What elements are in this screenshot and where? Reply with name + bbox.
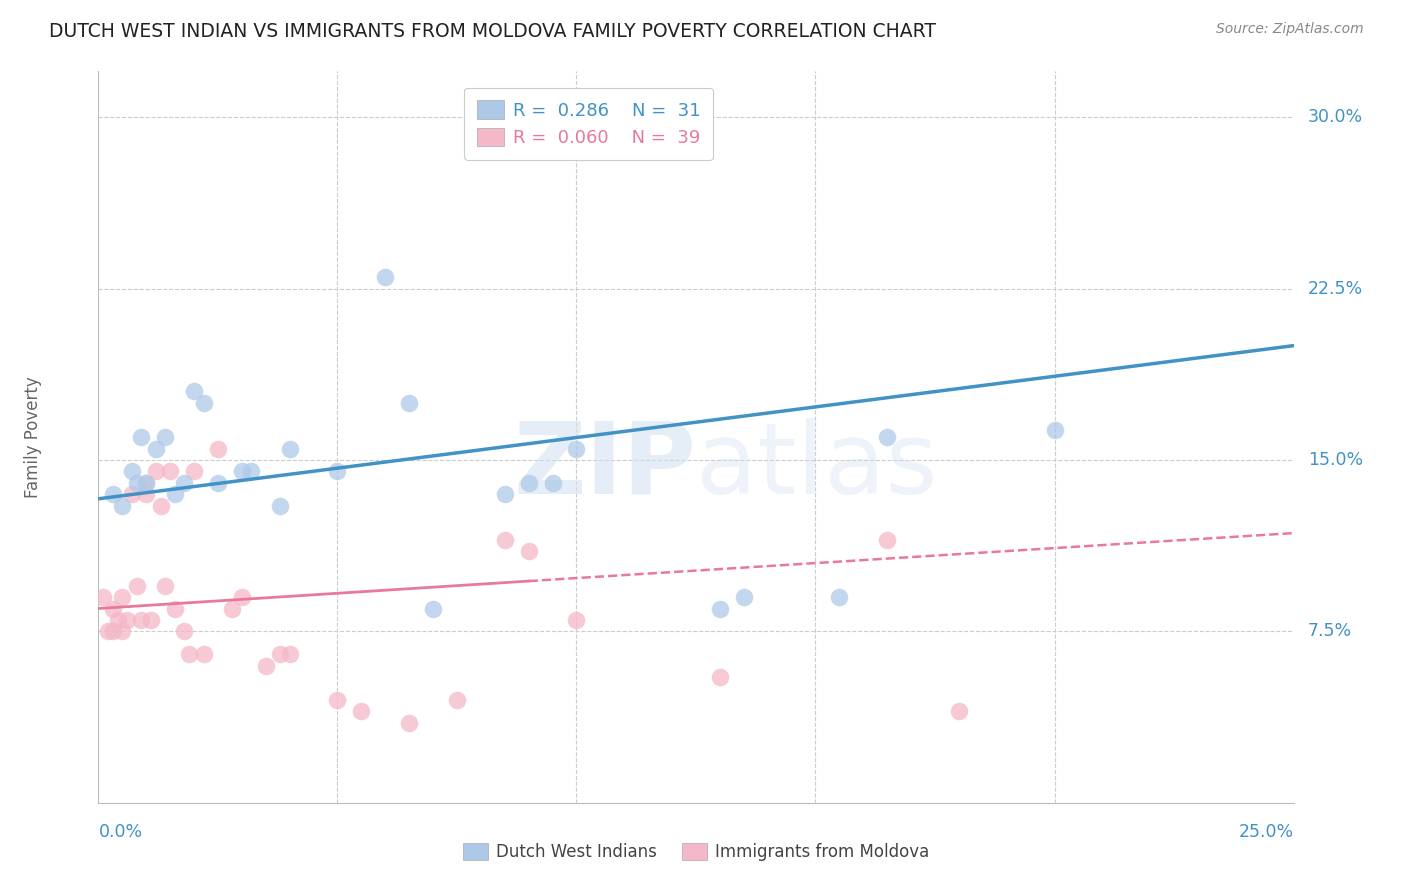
Point bbox=[121, 487, 143, 501]
Text: atlas: atlas bbox=[696, 417, 938, 515]
Point bbox=[111, 499, 134, 513]
Point bbox=[155, 579, 177, 593]
Point bbox=[565, 613, 588, 627]
Point bbox=[240, 464, 263, 478]
Point bbox=[121, 464, 143, 478]
Point bbox=[326, 693, 349, 707]
Legend: R =  0.286    N =  31, R =  0.060    N =  39: R = 0.286 N = 31, R = 0.060 N = 39 bbox=[464, 87, 713, 160]
Point bbox=[149, 499, 172, 513]
Point bbox=[1043, 423, 1066, 437]
Point bbox=[207, 442, 229, 456]
Point bbox=[398, 396, 420, 410]
Point bbox=[145, 442, 167, 456]
Point bbox=[125, 579, 148, 593]
Point bbox=[131, 613, 153, 627]
Point bbox=[517, 475, 540, 490]
Point bbox=[948, 705, 970, 719]
Point bbox=[107, 613, 129, 627]
Point bbox=[193, 396, 215, 410]
Point bbox=[173, 475, 195, 490]
Point bbox=[733, 590, 755, 604]
Point bbox=[179, 647, 201, 661]
Point bbox=[111, 590, 134, 604]
Point bbox=[709, 601, 731, 615]
Text: 0.0%: 0.0% bbox=[98, 823, 142, 841]
Point bbox=[278, 442, 301, 456]
Text: 30.0%: 30.0% bbox=[1308, 108, 1362, 126]
Point bbox=[101, 487, 124, 501]
Point bbox=[125, 475, 148, 490]
Point bbox=[163, 487, 186, 501]
Point bbox=[145, 464, 167, 478]
Point bbox=[269, 499, 291, 513]
Point bbox=[661, 121, 683, 136]
Text: 25.0%: 25.0% bbox=[1239, 823, 1294, 841]
Point bbox=[97, 624, 120, 639]
Point bbox=[101, 624, 124, 639]
Point bbox=[541, 475, 564, 490]
Point bbox=[278, 647, 301, 661]
Point bbox=[494, 487, 516, 501]
Point bbox=[231, 590, 253, 604]
Point bbox=[207, 475, 229, 490]
Text: Family Poverty: Family Poverty bbox=[24, 376, 42, 498]
Point bbox=[91, 590, 114, 604]
Point bbox=[115, 613, 138, 627]
Point bbox=[159, 464, 181, 478]
Point bbox=[135, 487, 157, 501]
Point bbox=[422, 601, 444, 615]
Text: 7.5%: 7.5% bbox=[1308, 623, 1353, 640]
Text: 22.5%: 22.5% bbox=[1308, 279, 1362, 298]
Point bbox=[876, 430, 898, 444]
Text: DUTCH WEST INDIAN VS IMMIGRANTS FROM MOLDOVA FAMILY POVERTY CORRELATION CHART: DUTCH WEST INDIAN VS IMMIGRANTS FROM MOL… bbox=[49, 22, 936, 41]
Point bbox=[231, 464, 253, 478]
Point bbox=[101, 601, 124, 615]
Text: ZIP: ZIP bbox=[513, 417, 696, 515]
Point bbox=[111, 624, 134, 639]
Point bbox=[350, 705, 373, 719]
Point bbox=[135, 475, 157, 490]
Point bbox=[828, 590, 851, 604]
Point bbox=[494, 533, 516, 547]
Point bbox=[183, 464, 205, 478]
Text: 15.0%: 15.0% bbox=[1308, 451, 1362, 469]
Point bbox=[517, 544, 540, 558]
Point bbox=[446, 693, 468, 707]
Point bbox=[374, 270, 396, 285]
Point bbox=[135, 475, 157, 490]
Point bbox=[269, 647, 291, 661]
Text: Source: ZipAtlas.com: Source: ZipAtlas.com bbox=[1216, 22, 1364, 37]
Point bbox=[876, 533, 898, 547]
Point bbox=[183, 384, 205, 399]
Point bbox=[173, 624, 195, 639]
Point bbox=[565, 442, 588, 456]
Point bbox=[131, 430, 153, 444]
Point bbox=[709, 670, 731, 684]
Point bbox=[155, 430, 177, 444]
Point bbox=[221, 601, 243, 615]
Point bbox=[193, 647, 215, 661]
Point bbox=[163, 601, 186, 615]
Point bbox=[326, 464, 349, 478]
Point bbox=[254, 658, 277, 673]
Point bbox=[139, 613, 162, 627]
Point bbox=[398, 715, 420, 730]
